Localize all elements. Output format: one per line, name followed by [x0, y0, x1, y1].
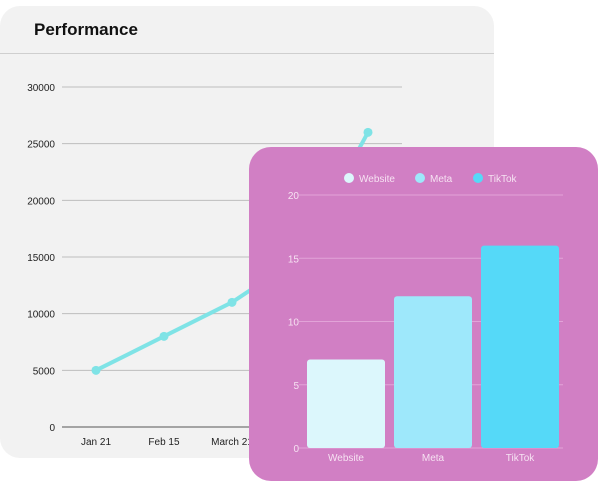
legend-marker — [344, 173, 354, 183]
x-tick-label: Website — [328, 453, 364, 464]
y-tick-label: 20000 — [27, 196, 55, 207]
y-tick-label: 30000 — [27, 83, 55, 94]
card-title: Performance — [34, 20, 138, 39]
legend-label: Meta — [430, 174, 453, 185]
y-tick-label: 5000 — [33, 366, 56, 377]
legend-label: Website — [359, 174, 395, 185]
x-tick-label: Feb 15 — [148, 437, 180, 448]
bar-website — [307, 359, 385, 448]
x-tick-label: Jan 21 — [81, 437, 111, 448]
x-tick-label: Meta — [422, 453, 445, 464]
y-tick-label: 0 — [49, 423, 55, 434]
data-point — [363, 127, 373, 137]
channel-bar-card: 0 5 10 15 20 Website Meta TikTok Website Meta TikT… — [249, 147, 598, 481]
y-tick-label: 5 — [293, 381, 299, 392]
y-tick-label: 20 — [288, 191, 300, 202]
bar-tiktok — [481, 245, 559, 448]
y-tick-label: 15 — [288, 254, 300, 265]
data-point — [159, 331, 169, 341]
y-tick-label: 0 — [293, 444, 299, 455]
title-divider — [0, 53, 494, 54]
channel-bar-chart: 0 5 10 15 20 Website Meta TikTok Website Meta TikT… — [288, 173, 563, 464]
legend-marker — [415, 173, 425, 183]
bar-meta — [394, 296, 472, 448]
y-tick-label: 10000 — [27, 310, 55, 321]
x-tick-label: March 21 — [211, 437, 253, 448]
y-tick-label: 10 — [288, 318, 300, 329]
legend-marker — [473, 173, 483, 183]
data-point — [227, 297, 237, 307]
y-tick-label: 25000 — [27, 140, 55, 151]
x-tick-label: TikTok — [506, 453, 536, 464]
legend-label: TikTok — [488, 174, 518, 185]
data-point — [91, 365, 101, 375]
y-tick-label: 15000 — [27, 253, 55, 264]
